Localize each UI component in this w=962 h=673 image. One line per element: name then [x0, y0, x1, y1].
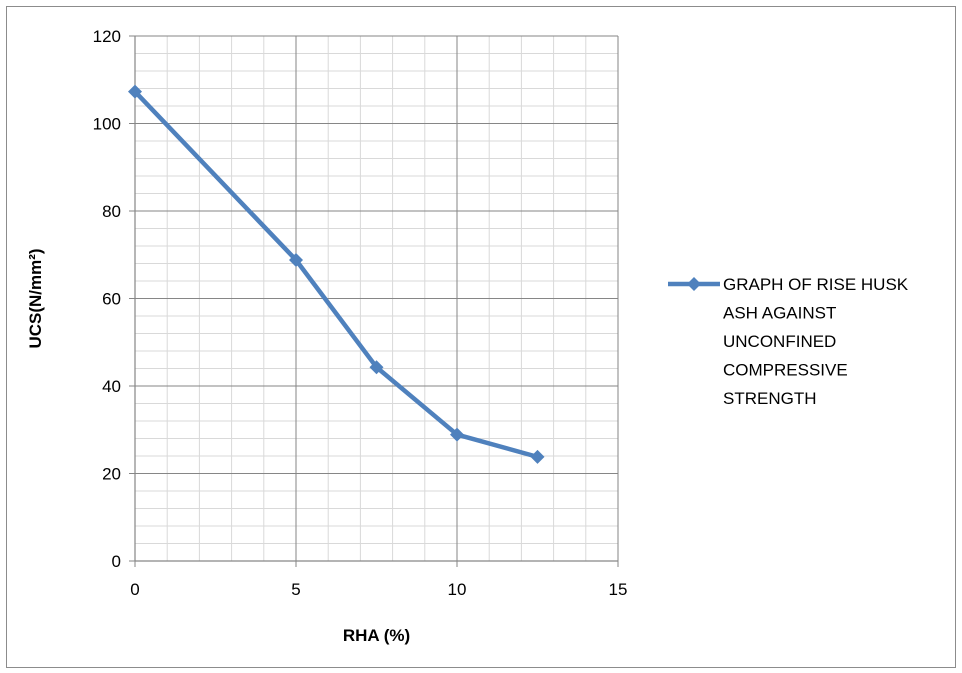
- data-point-marker: [450, 427, 464, 442]
- y-tick-label: 40: [102, 377, 121, 396]
- legend: GRAPH OF RISE HUSK ASH AGAINST UNCONFINED C…: [668, 275, 909, 408]
- legend-label-line: UNCONFINED: [723, 332, 836, 351]
- y-tick-labels: 0 20 40 60 80 100 120: [93, 27, 121, 571]
- series-layer: [128, 84, 545, 464]
- legend-marker: [687, 277, 701, 291]
- axes: [129, 35, 619, 567]
- data-point-marker: [289, 253, 303, 267]
- y-axis-title: UCS(N/mm²): [26, 248, 45, 348]
- x-tick-labels: 0 5 10 15: [130, 580, 627, 599]
- x-tick-label: 0: [130, 580, 139, 599]
- legend-label-line: STRENGTH: [723, 389, 817, 408]
- x-tick-label: 5: [291, 580, 300, 599]
- legend-label-line: GRAPH OF RISE HUSK: [723, 275, 909, 294]
- data-point-marker: [369, 360, 384, 375]
- legend-label-line: ASH AGAINST: [723, 304, 836, 323]
- y-tick-label: 0: [112, 552, 121, 571]
- legend-label-line: COMPRESSIVE: [723, 361, 848, 380]
- data-point-marker: [530, 449, 545, 464]
- major-gridlines: [135, 35, 619, 561]
- chart-frame: [6, 6, 956, 668]
- series-line: [133, 90, 539, 460]
- y-tick-label: 80: [102, 202, 121, 221]
- data-point-marker: [128, 84, 142, 99]
- x-tick-label: 15: [609, 580, 628, 599]
- y-tick-label: 20: [102, 465, 121, 484]
- y-tick-label: 60: [102, 290, 121, 309]
- y-tick-label: 120: [93, 27, 121, 46]
- x-tick-label: 10: [448, 580, 467, 599]
- y-tick-label: 100: [93, 115, 121, 134]
- x-axis-title: RHA (%): [343, 626, 410, 645]
